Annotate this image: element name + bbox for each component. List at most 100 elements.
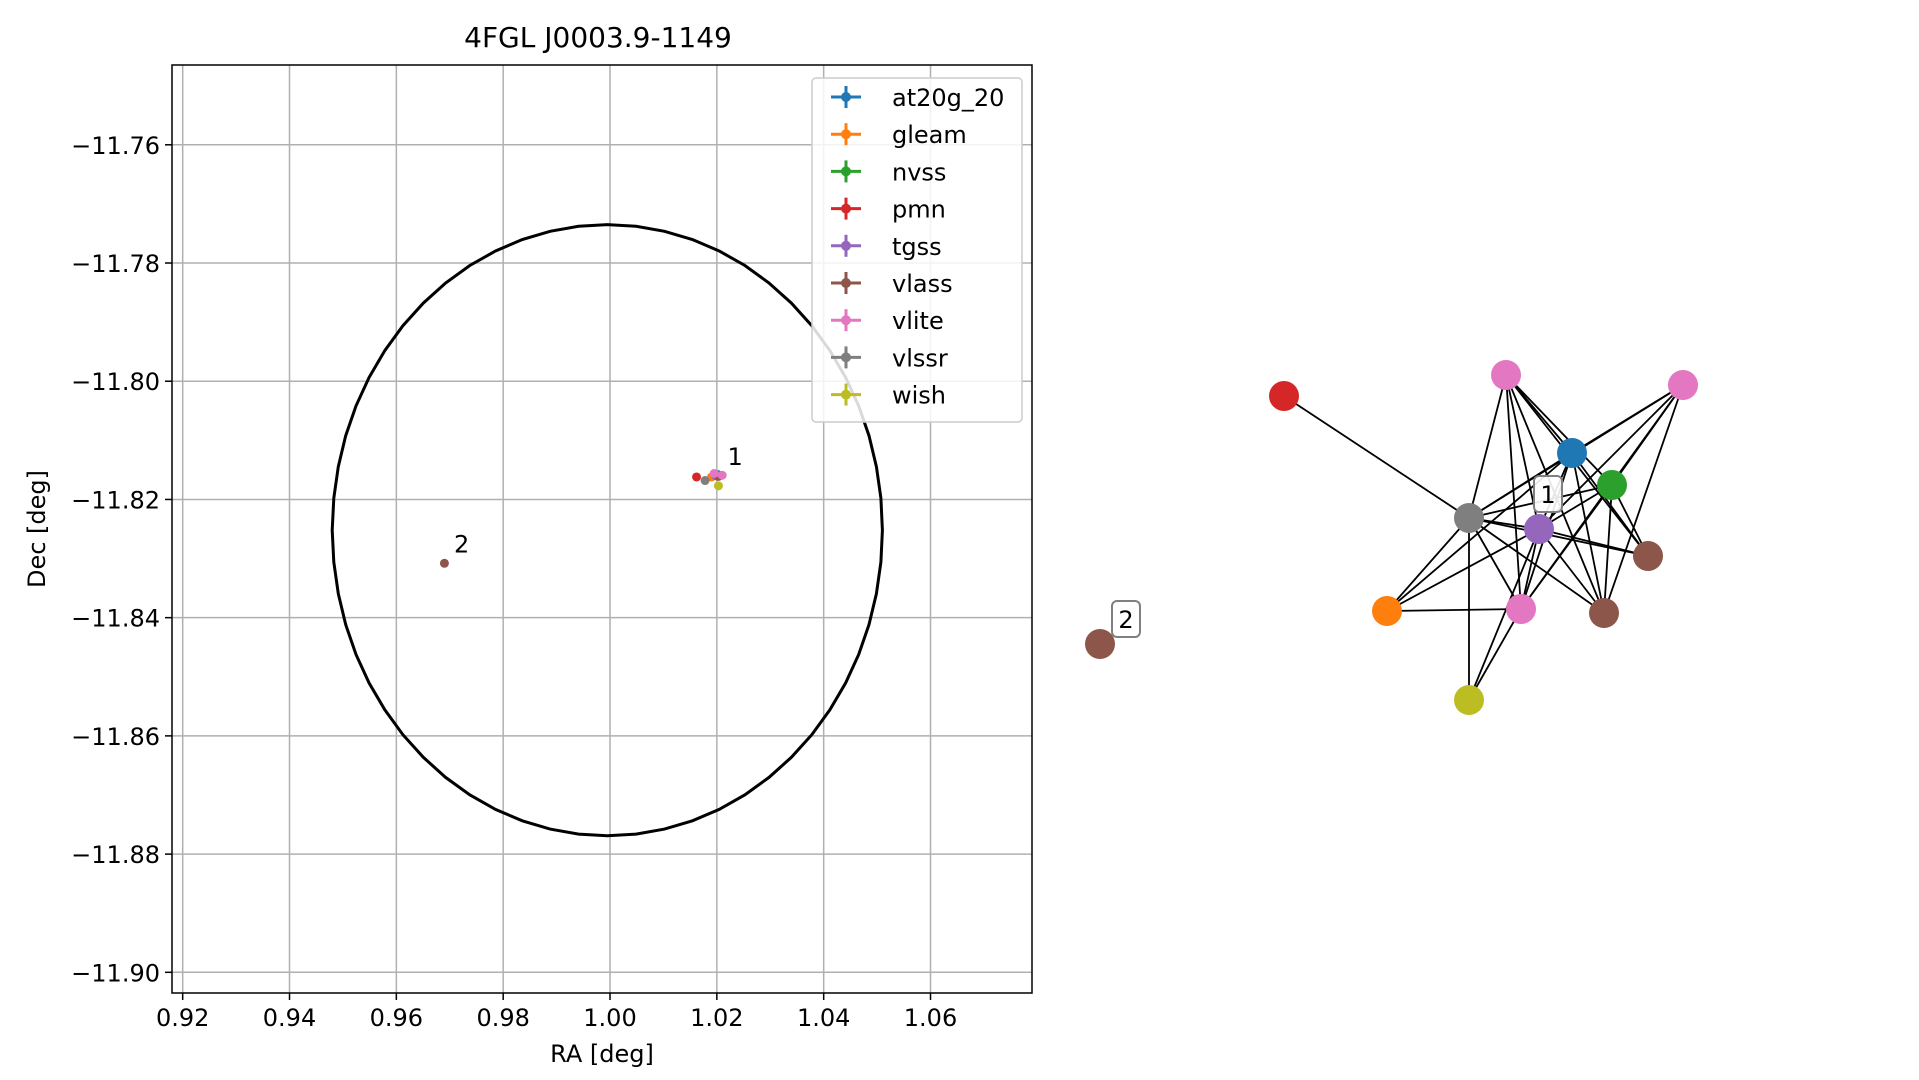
graph-nodes — [1085, 360, 1698, 715]
legend-item-pmn: pmn — [831, 196, 946, 224]
legend-label: pmn — [892, 196, 946, 224]
graph-node-vlite_c — [1506, 594, 1536, 624]
graph-edge — [1468, 528, 1540, 701]
graph-edge — [1386, 528, 1540, 612]
group-label-box — [1533, 475, 1563, 513]
y-axis-ticks: −11.76 −11.78 −11.80 −11.82 −11.84 −11.86 −11.… — [71, 132, 172, 987]
legend-marker-dot — [841, 315, 851, 326]
y-tick-label: −11.82 — [71, 486, 160, 514]
y-tick-label: −11.80 — [71, 368, 160, 396]
graph-edge — [1468, 517, 1649, 557]
group-label: 1 — [1533, 475, 1563, 513]
graph-edge — [1603, 384, 1684, 614]
legend-item-vlite: vlite — [831, 307, 944, 335]
graph-edge — [1571, 452, 1605, 614]
legend-marker-dot — [841, 389, 851, 400]
y-tick-label: −11.76 — [71, 132, 160, 160]
graph-node-vlite_b — [1668, 370, 1698, 400]
legend-item-nvss: nvss — [831, 158, 946, 186]
graph-node-vlssr — [1454, 503, 1484, 533]
x-tick-label: 1.06 — [904, 1004, 957, 1032]
graph-node-at20g_20 — [1557, 438, 1587, 468]
y-tick-label: −11.78 — [71, 250, 160, 278]
y-tick-label: −11.88 — [71, 841, 160, 869]
x-tick-label: 0.98 — [476, 1004, 529, 1032]
legend-label: wish — [892, 382, 946, 410]
graph-node-wish — [1454, 685, 1484, 715]
scatter-plot: 4FGL J0003.9-1149 0.92 0.94 0.96 0.98 1.00 1.… — [23, 21, 1033, 1068]
x-tick-label: 1.04 — [797, 1004, 850, 1032]
graph-edge — [1538, 528, 1605, 614]
graph-edge — [1468, 517, 1605, 614]
graph-edge — [1386, 517, 1470, 612]
legend-marker-dot — [841, 166, 851, 177]
graph-node-nvss — [1597, 470, 1627, 500]
graph-node-pmn — [1269, 381, 1299, 411]
group-label-box — [1111, 600, 1141, 638]
data-point-vlite — [717, 470, 727, 480]
legend-marker-dot — [841, 129, 851, 140]
x-tick-label: 0.92 — [156, 1004, 209, 1032]
group-labels: 12 — [1111, 475, 1563, 638]
source-points — [439, 468, 727, 568]
group-label-text: 2 — [1118, 606, 1133, 634]
legend-label: vlass — [892, 270, 953, 298]
legend-item-tgss: tgss — [831, 233, 942, 261]
data-point-vlssr — [700, 476, 710, 486]
axes-frame — [171, 64, 1033, 994]
graph-edge — [1505, 374, 1613, 486]
x-tick-label: 0.94 — [263, 1004, 316, 1032]
legend-marker-dot — [841, 92, 851, 102]
graph-edge — [1283, 395, 1470, 519]
y-tick-label: −11.84 — [71, 605, 160, 633]
graph-node-vlite_a — [1491, 360, 1521, 390]
graph-node-tgss — [1524, 514, 1554, 544]
graph-edge — [1505, 374, 1522, 610]
graph-node-vlass_b — [1589, 598, 1619, 628]
legend-label: tgss — [892, 233, 942, 261]
legend-marker-dot — [841, 240, 851, 251]
legend-item-at20g_20: at20g_20 — [831, 84, 1004, 112]
x-tick-label: 1.02 — [690, 1004, 743, 1032]
point-annotation: 1 — [728, 443, 743, 471]
legend-box — [811, 77, 1023, 423]
graph-edge — [1386, 608, 1522, 612]
legend-marker-dot — [841, 278, 851, 288]
y-axis-label: Dec [deg] — [23, 470, 51, 588]
x-axis-label: RA [deg] — [550, 1040, 654, 1068]
legend-label: nvss — [892, 158, 946, 186]
group-label-text: 1 — [1540, 481, 1555, 509]
network-graph: 12 — [1085, 360, 1698, 715]
x-tick-label: 0.96 — [370, 1004, 423, 1032]
grid-lines — [172, 65, 1032, 993]
data-point-vlass — [439, 558, 449, 568]
graph-edge — [1468, 608, 1522, 701]
legend-item-gleam: gleam — [831, 121, 967, 149]
legend-marker-dot — [841, 203, 851, 214]
x-axis-ticks: 0.92 0.94 0.96 0.98 1.00 1.02 1.04 1.06 — [156, 993, 957, 1032]
graph-edge — [1468, 452, 1573, 519]
plot-title: 4FGL J0003.9-1149 — [464, 21, 732, 54]
y-tick-label: −11.86 — [71, 723, 160, 751]
legend-item-vlass: vlass — [831, 270, 953, 298]
graph-edges — [1283, 374, 1684, 701]
graph-node-gleam — [1372, 596, 1402, 626]
legend-label: at20g_20 — [892, 84, 1004, 112]
legend-marker-dot — [841, 352, 851, 363]
point-annotations: 12 — [454, 443, 743, 558]
graph-edge — [1538, 528, 1649, 557]
point-annotation: 2 — [454, 531, 469, 559]
x-tick-label: 1.00 — [583, 1004, 636, 1032]
legend-item-vlssr: vlssr — [831, 344, 948, 372]
graph-edge — [1468, 374, 1507, 519]
legend-label: vlssr — [892, 344, 948, 372]
y-tick-label: −11.90 — [71, 959, 160, 987]
graph-node-vlass_a — [1633, 541, 1663, 571]
graph-edge — [1520, 484, 1613, 610]
localization-ellipse — [330, 223, 884, 838]
graph-edge — [1603, 484, 1613, 614]
graph-node-vlass_2 — [1085, 629, 1115, 659]
data-point-wish — [713, 481, 723, 491]
